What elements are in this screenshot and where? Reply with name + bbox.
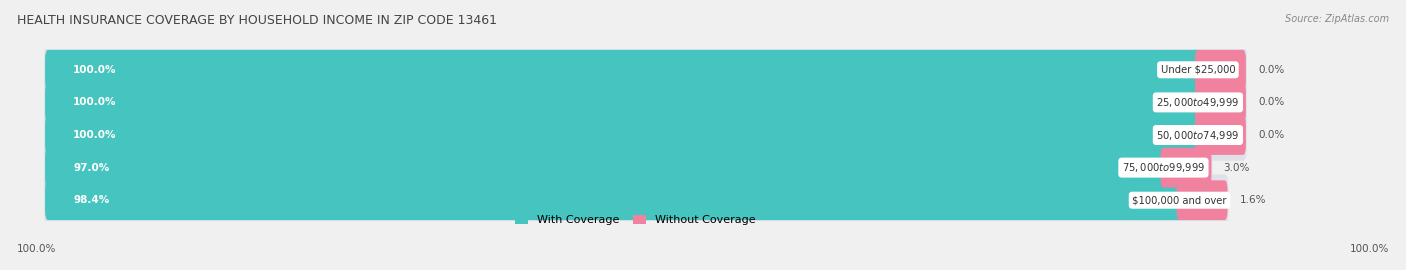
FancyBboxPatch shape (45, 115, 1201, 155)
Text: 98.4%: 98.4% (73, 195, 110, 205)
FancyBboxPatch shape (45, 83, 1201, 122)
Text: 0.0%: 0.0% (1258, 130, 1284, 140)
Text: $100,000 and over: $100,000 and over (1132, 195, 1227, 205)
Text: $50,000 to $74,999: $50,000 to $74,999 (1156, 129, 1240, 141)
Text: 3.0%: 3.0% (1223, 163, 1250, 173)
Text: HEALTH INSURANCE COVERAGE BY HOUSEHOLD INCOME IN ZIP CODE 13461: HEALTH INSURANCE COVERAGE BY HOUSEHOLD I… (17, 14, 496, 26)
Text: 97.0%: 97.0% (73, 163, 110, 173)
Text: 100.0%: 100.0% (17, 244, 56, 254)
FancyBboxPatch shape (1160, 148, 1212, 187)
Text: 100.0%: 100.0% (73, 97, 117, 107)
FancyBboxPatch shape (1195, 115, 1246, 155)
FancyBboxPatch shape (44, 142, 1212, 193)
FancyBboxPatch shape (44, 174, 1229, 226)
Text: Source: ZipAtlas.com: Source: ZipAtlas.com (1285, 14, 1389, 23)
FancyBboxPatch shape (44, 109, 1247, 161)
Text: 0.0%: 0.0% (1258, 65, 1284, 75)
FancyBboxPatch shape (45, 148, 1167, 187)
FancyBboxPatch shape (45, 180, 1182, 220)
Text: 100.0%: 100.0% (73, 65, 117, 75)
FancyBboxPatch shape (44, 44, 1247, 96)
Text: $75,000 to $99,999: $75,000 to $99,999 (1122, 161, 1205, 174)
Text: Under $25,000: Under $25,000 (1160, 65, 1236, 75)
FancyBboxPatch shape (44, 77, 1247, 128)
Legend: With Coverage, Without Coverage: With Coverage, Without Coverage (510, 210, 761, 230)
FancyBboxPatch shape (1195, 83, 1246, 122)
FancyBboxPatch shape (45, 50, 1201, 90)
Text: $25,000 to $49,999: $25,000 to $49,999 (1156, 96, 1240, 109)
FancyBboxPatch shape (1195, 50, 1246, 90)
Text: 100.0%: 100.0% (1350, 244, 1389, 254)
Text: 100.0%: 100.0% (73, 130, 117, 140)
FancyBboxPatch shape (1177, 180, 1227, 220)
Text: 1.6%: 1.6% (1240, 195, 1265, 205)
Text: 0.0%: 0.0% (1258, 97, 1284, 107)
